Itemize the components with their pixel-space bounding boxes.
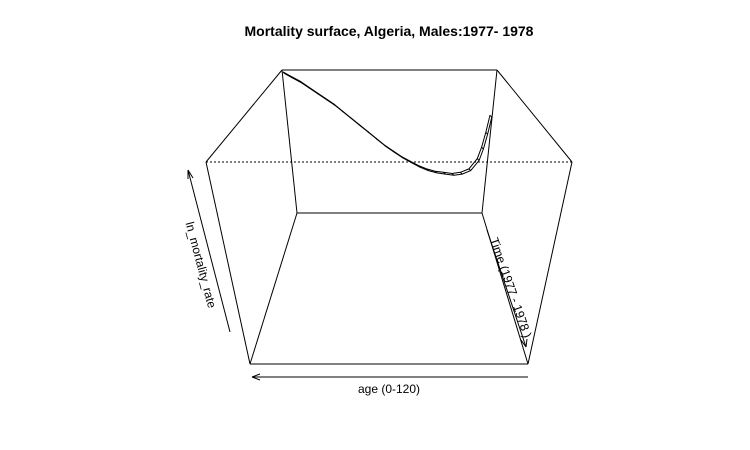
surface-mesh-line: [358, 124, 362, 127]
box-edge-front-right: [527, 161, 573, 365]
surface-mesh-line: [409, 160, 412, 164]
box-edge-front-left: [205, 161, 251, 365]
surface-mesh-line: [299, 80, 303, 84]
surface-mesh-line: [291, 76, 294, 79]
box-edge-back-left: [281, 69, 298, 214]
surface-mesh-line: [350, 117, 353, 120]
surface-mesh-line: [392, 150, 395, 153]
surface-mesh-line: [417, 165, 421, 168]
surface-mesh-line: [426, 168, 429, 171]
x-axis-label: age (0-120): [358, 382, 420, 396]
surface-mesh-line: [375, 137, 379, 141]
surface-mesh-line: [324, 97, 328, 101]
box-edge-upper-left: [205, 69, 283, 163]
surface-mesh-line: [434, 170, 438, 174]
surface-mesh-line: [341, 110, 345, 113]
surface-mesh-line: [367, 130, 370, 134]
surface-mesh-line: [460, 171, 463, 175]
surface-mesh-line: [307, 86, 311, 89]
mortality-surface: [282, 71, 493, 176]
surface-mesh-line: [333, 103, 336, 107]
surface-mesh-line: [316, 92, 319, 95]
surface-mesh-line: [400, 156, 404, 159]
surface-mesh-line: [468, 168, 472, 171]
surface-mesh-line: [282, 71, 286, 75]
surface-series-1978: [284, 73, 493, 176]
y-axis-label: Time (1977 - 1978 ): [487, 236, 534, 340]
surface-mesh-line: [384, 144, 387, 148]
y-axis-arrow: [486, 229, 528, 348]
box-edge-upper-right: [496, 69, 573, 163]
surface-mesh-line: [489, 114, 493, 118]
surface-mesh-line: [443, 171, 446, 175]
surface-mesh-line: [485, 132, 488, 135]
z-axis-label: ln_mortality_rate: [183, 220, 220, 310]
z-axis-arrow: [187, 169, 231, 333]
x-axis-arrow: [251, 373, 528, 381]
surface-series-1977: [282, 71, 491, 175]
chart-title: Mortality surface, Algeria, Males:1977- …: [245, 23, 534, 39]
surface-mesh-line: [451, 173, 455, 176]
box-edge-back-right: [481, 69, 498, 214]
surface-mesh-line: [481, 146, 484, 150]
box-edge-lower-left: [249, 212, 298, 365]
surface-mesh-line: [476, 158, 480, 161]
